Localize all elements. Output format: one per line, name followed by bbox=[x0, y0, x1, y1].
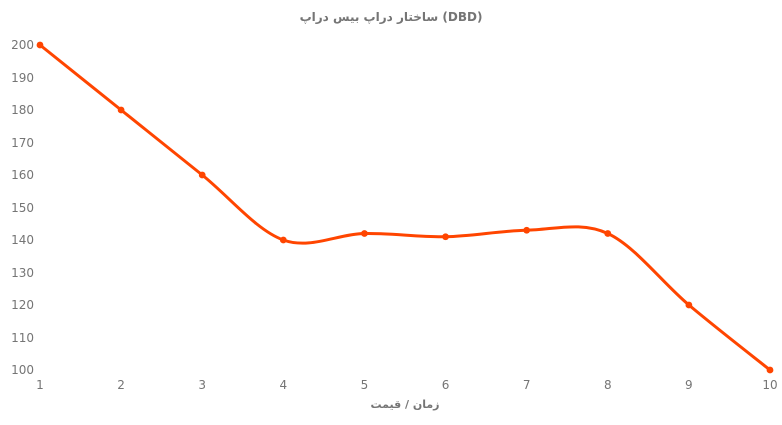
x-tick-label: 10 bbox=[762, 378, 778, 392]
data-point-marker bbox=[361, 230, 368, 237]
data-point-marker bbox=[36, 41, 44, 49]
y-tick-label: 100 bbox=[11, 363, 34, 377]
y-tick-label: 120 bbox=[11, 298, 34, 312]
x-tick-label: 5 bbox=[360, 378, 369, 392]
y-tick-label: 180 bbox=[11, 103, 34, 117]
chart-title: ساختار دراپ بیس دراپ (DBD) bbox=[299, 10, 483, 24]
x-tick-label: 6 bbox=[441, 378, 450, 392]
x-axis-label: زمان / قیمت bbox=[370, 398, 440, 411]
x-tick-label: 1 bbox=[36, 378, 44, 392]
data-point-marker bbox=[523, 226, 531, 234]
y-tick-label: 150 bbox=[11, 200, 34, 215]
data-point-marker bbox=[766, 366, 774, 374]
y-tick-label: 140 bbox=[11, 233, 34, 247]
data-point-marker bbox=[117, 106, 125, 114]
x-tick-label: 8 bbox=[603, 378, 612, 392]
data-point-marker bbox=[279, 236, 287, 244]
x-tick-label: 4 bbox=[279, 378, 288, 392]
data-point-marker bbox=[685, 301, 693, 309]
data-point-marker bbox=[604, 230, 612, 237]
y-tick-label: 200 bbox=[11, 38, 34, 52]
y-tick-label: 190 bbox=[11, 70, 34, 85]
y-tick-label: 110 bbox=[11, 330, 34, 345]
data-point-marker bbox=[198, 171, 206, 179]
x-tick-label: 2 bbox=[117, 378, 125, 392]
series-line bbox=[38, 43, 772, 372]
x-tick-label: 3 bbox=[198, 378, 207, 392]
y-tick-label: 130 bbox=[11, 265, 34, 280]
y-tick-label: 170 bbox=[11, 135, 34, 150]
x-tick-label: 9 bbox=[685, 378, 693, 392]
x-tick-label: 7 bbox=[522, 378, 531, 392]
y-tick-label: 160 bbox=[11, 168, 34, 182]
data-point-marker bbox=[442, 233, 449, 241]
